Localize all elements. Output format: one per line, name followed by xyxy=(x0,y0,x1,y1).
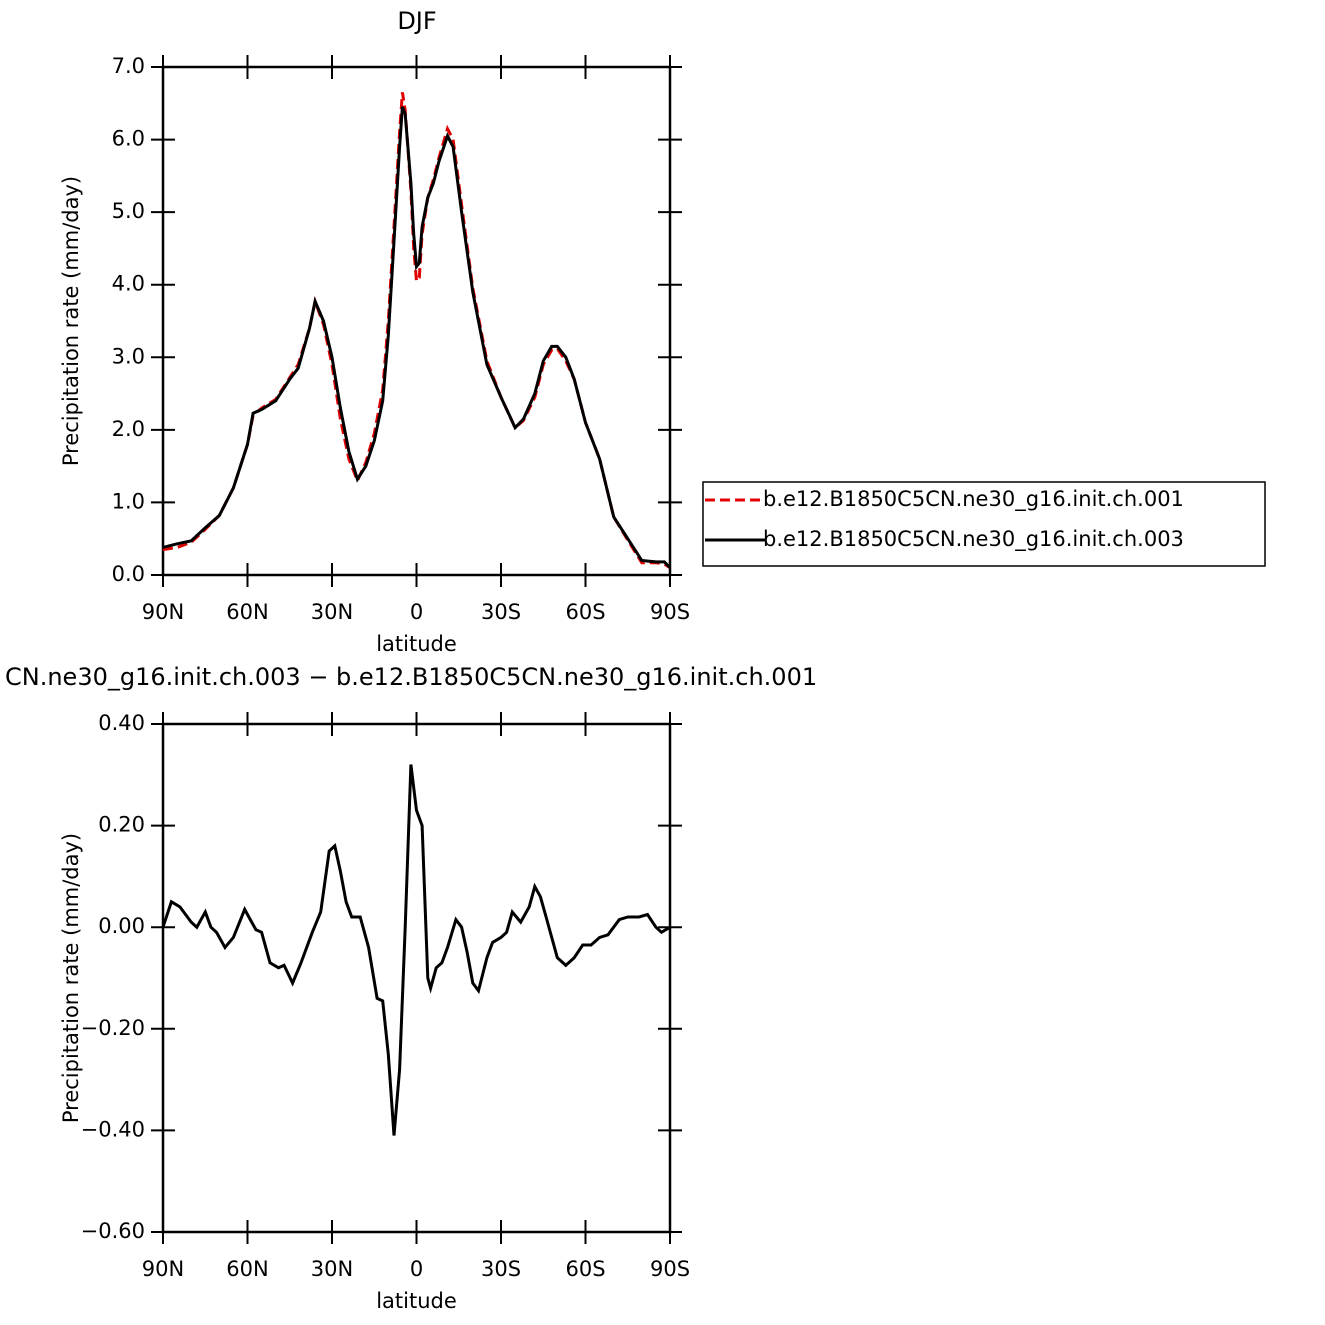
x-tick-label: 90N xyxy=(142,600,184,624)
x-tick-label: 90S xyxy=(650,1257,690,1281)
x-tick-label: 30S xyxy=(481,600,521,624)
y-tick-label: −0.60 xyxy=(81,1219,145,1243)
y-tick-label: 7.0 xyxy=(112,54,145,78)
x-axis-label: latitude xyxy=(376,1289,457,1313)
y-tick-label: 6.0 xyxy=(112,127,145,151)
x-axis-label: latitude xyxy=(376,632,457,656)
x-tick-label: 60S xyxy=(565,600,605,624)
y-tick-label: 0.40 xyxy=(98,711,145,735)
y-tick-label: 0.00 xyxy=(98,914,145,938)
x-tick-label: 60N xyxy=(226,600,268,624)
x-tick-label: 90S xyxy=(650,600,690,624)
x-tick-label: 90N xyxy=(142,1257,184,1281)
y-tick-label: −0.40 xyxy=(81,1117,145,1141)
y-axis-label: Precipitation rate (mm/day) xyxy=(59,176,83,466)
y-tick-label: −0.20 xyxy=(81,1016,145,1040)
legend-label: b.e12.B1850C5CN.ne30_g16.init.ch.001 xyxy=(763,487,1184,512)
y-tick-label: 5.0 xyxy=(112,199,145,223)
x-tick-label: 30S xyxy=(481,1257,521,1281)
y-axis-label: Precipitation rate (mm/day) xyxy=(59,833,83,1123)
y-tick-label: 1.0 xyxy=(112,489,145,513)
series-line xyxy=(162,106,672,569)
y-tick-label: 3.0 xyxy=(112,344,145,368)
x-tick-label: 0 xyxy=(410,600,423,624)
y-tick-label: 0.0 xyxy=(112,562,145,586)
series-line xyxy=(162,92,671,569)
y-tick-label: 0.20 xyxy=(98,813,145,837)
chart-title: CN.ne30_g16.init.ch.003 − b.e12.B1850C5C… xyxy=(5,663,817,691)
x-tick-label: 30N xyxy=(311,600,353,624)
legend-box xyxy=(702,481,1266,567)
chart-title: DJF xyxy=(397,7,436,35)
x-tick-label: 0 xyxy=(410,1257,423,1281)
x-tick-label: 30N xyxy=(311,1257,353,1281)
y-tick-label: 4.0 xyxy=(112,272,145,296)
legend-label: b.e12.B1850C5CN.ne30_g16.init.ch.003 xyxy=(763,527,1184,552)
plot-frame xyxy=(161,65,672,577)
x-tick-label: 60S xyxy=(565,1257,605,1281)
x-tick-label: 60N xyxy=(226,1257,268,1281)
y-tick-label: 2.0 xyxy=(112,417,145,441)
series-line xyxy=(161,764,671,1136)
